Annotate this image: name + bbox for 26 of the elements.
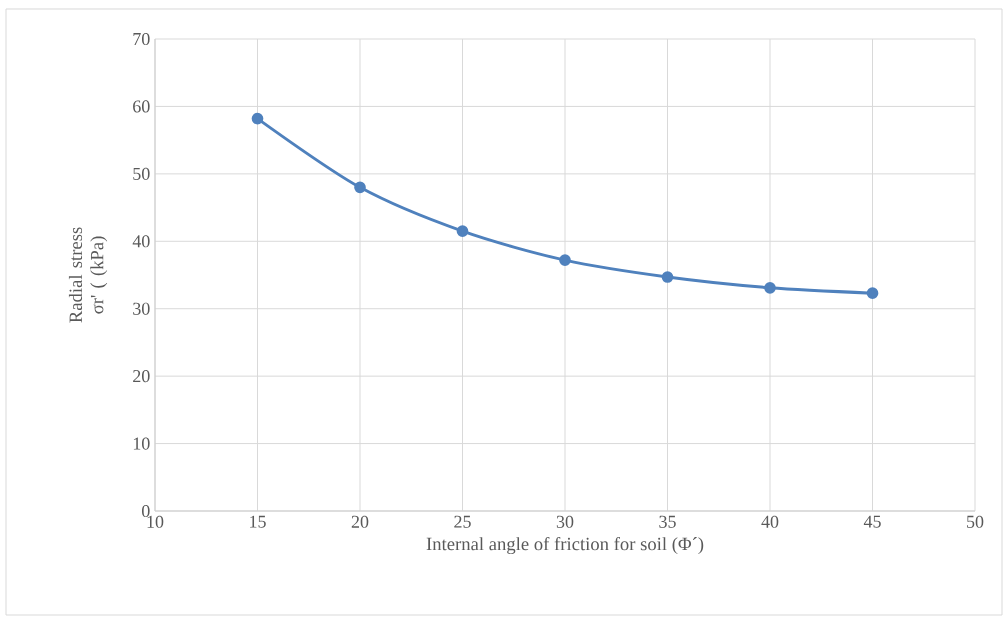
point (764, 281, 776, 294)
x-tick-label: 40 (761, 515, 779, 528)
point (251, 112, 264, 125)
point (559, 254, 571, 267)
point (866, 287, 879, 300)
point (456, 225, 469, 238)
y-tick-label: 20 (133, 370, 150, 383)
x-axis-title: Internal angle of friction for soil (Φ´) (426, 536, 704, 555)
y-tick-label: 50 (133, 167, 150, 180)
y-axis-title: Radial stress σr' ( (kPa) (68, 227, 108, 323)
x-tick-label: 10 (147, 515, 164, 528)
x-tick-label: 30 (556, 515, 574, 528)
x-tick-label: 15 (250, 515, 266, 528)
y-tick-label: 30 (133, 302, 150, 315)
x-tick-label: 25 (454, 515, 471, 528)
x-tick-label: 35 (659, 515, 676, 528)
y-tick-label: 0 (142, 504, 150, 518)
x-tick-label: 45 (863, 515, 881, 528)
y-tick-label: 70 (133, 32, 150, 46)
y-tick-label: 40 (132, 235, 150, 248)
point (354, 181, 366, 194)
point (661, 271, 674, 283)
x-tick-label: 20 (351, 515, 369, 528)
y-tick-label: 10 (133, 437, 150, 450)
y-tick-label: 60 (133, 100, 150, 113)
x-tick-label: 50 (967, 515, 984, 528)
